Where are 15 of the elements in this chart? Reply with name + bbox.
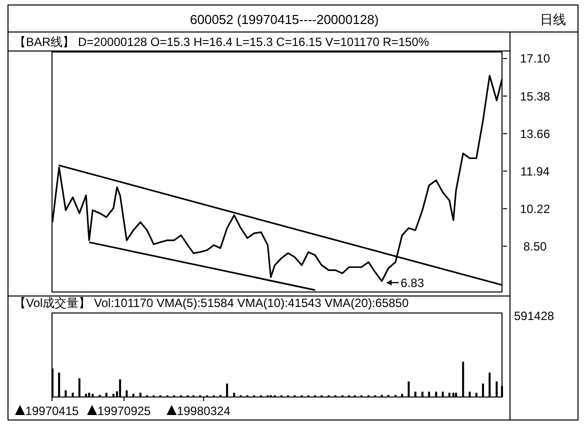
y-tick-label: 17.10 — [520, 52, 550, 66]
y-tick-label: 13.66 — [520, 126, 550, 141]
text: 日线 — [540, 12, 566, 27]
y-tick-label: 10.22 — [520, 202, 550, 216]
y-tick-label: 8.50 — [523, 239, 547, 254]
x-tick-label: 19980324 — [176, 404, 231, 418]
y-tick-label: 11.94 — [520, 164, 550, 178]
chart-title: 600052 (19970415----20000128) — [190, 12, 379, 27]
x-tick-label: 19970415 — [25, 404, 80, 418]
text: 591428 — [514, 309, 554, 323]
y-tick-label: 15.38 — [520, 89, 550, 104]
chart-subtitle: 【BAR线】 D=20000128 O=15.3 H=16.4 L=15.3 C=16.15 V=101170 R=150% — [14, 35, 430, 49]
annotation: 6.83 — [400, 276, 424, 290]
chart-title: 【Vol成交量】 Vol:101170 VMA(5):51584 VMA(10):41543 VMA(20):65850 — [14, 296, 409, 310]
x-tick-label: 19970925 — [97, 404, 152, 418]
